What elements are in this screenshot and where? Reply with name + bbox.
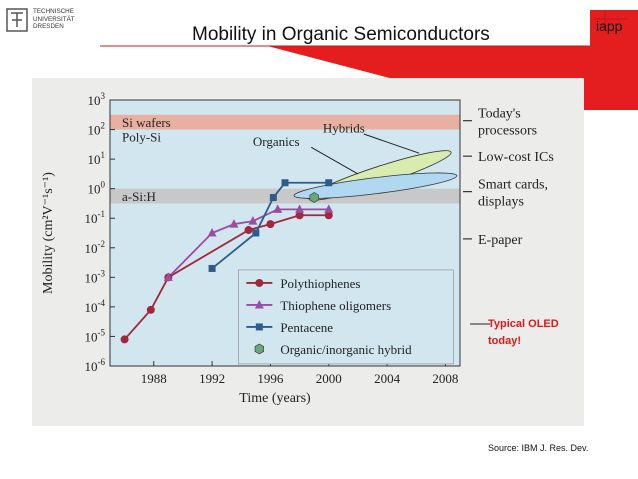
y-tick-base-8: 10 <box>85 329 98 344</box>
x-tick-label-2: 1996 <box>257 371 284 386</box>
right-label-0-0: Today's <box>478 107 521 122</box>
y-tick-exp-0: 3 <box>101 91 106 101</box>
iapp-logo-text: iapp <box>596 18 623 34</box>
y-tick-label-8: 10-5 <box>85 327 106 344</box>
series-0-point-1 <box>146 305 155 314</box>
y-tick-exp-8: -5 <box>98 327 106 337</box>
series-0-point-5 <box>295 211 304 220</box>
series-1-point-6 <box>324 204 334 213</box>
y-tick-exp-2: 1 <box>101 150 106 160</box>
legend-label-2: Pentacene <box>280 320 333 335</box>
y-axis-label: Mobility (cm²V⁻¹s⁻¹) <box>41 172 56 294</box>
y-tick-base-9: 10 <box>85 359 98 374</box>
x-tick-label-3: 2000 <box>316 371 342 386</box>
header-white-band <box>120 10 590 46</box>
logo-emblem <box>6 8 28 32</box>
y-tick-exp-1: 2 <box>101 121 106 131</box>
y-tick-base-7: 10 <box>85 300 98 315</box>
band-label-0: Si wafers <box>122 115 171 130</box>
plot-frame <box>109 99 461 367</box>
hybrids-label: Hybrids <box>323 121 365 136</box>
legend-marker-0 <box>255 278 264 287</box>
y-tick-label-1: 102 <box>88 121 106 138</box>
series-2-point-1 <box>252 229 260 237</box>
logo-text: TECHNISCHE UNIVERSITÄT DRESDEN <box>33 8 75 31</box>
legend-marker-3 <box>254 343 264 355</box>
series-0-point-3 <box>244 226 253 235</box>
series-2-point-2 <box>269 194 277 202</box>
y-tick-label-2: 101 <box>88 150 106 167</box>
y-tick-exp-7: -4 <box>98 298 106 308</box>
series-0-point-0 <box>120 335 129 344</box>
right-label-1-0: Low-cost ICs <box>478 150 554 165</box>
band-0 <box>110 114 460 130</box>
legend-label-0: Polythiophenes <box>280 276 360 291</box>
y-tick-exp-4: -1 <box>98 209 106 219</box>
y-tick-label-6: 10-3 <box>85 268 106 285</box>
y-tick-base-5: 10 <box>85 241 98 256</box>
x-tick-label-4: 2004 <box>374 371 401 386</box>
series-1-point-2 <box>229 219 239 228</box>
x-axis-label: Time (years) <box>239 391 311 406</box>
series-1-point-1 <box>207 228 217 237</box>
organics-pointer <box>311 146 359 175</box>
x-tick-label-0: 1988 <box>141 371 167 386</box>
y-tick-base-0: 10 <box>88 93 101 108</box>
callout-text-0: Typical OLED <box>488 318 559 330</box>
y-tick-label-3: 100 <box>88 180 106 197</box>
x-tick-label-5: 2008 <box>432 371 458 386</box>
y-tick-label-9: 10-6 <box>85 357 106 374</box>
series-0-point-6 <box>324 211 333 220</box>
organics-region <box>293 172 458 199</box>
legend-label-3: Organic/inorganic hybrid <box>280 342 412 357</box>
series-2-point-0 <box>208 264 216 272</box>
series-0-point-4 <box>266 220 275 229</box>
series-2-point-4 <box>325 179 333 187</box>
slide-title: Mobility in Organic Semiconductors <box>192 24 490 45</box>
organics-label: Organics <box>253 134 300 149</box>
logo-line-1: TECHNISCHE <box>33 8 74 15</box>
mobility-chart: Si wafersPoly-Sia-Si:HHybridsOrganics103… <box>32 78 584 426</box>
legend-box <box>238 269 454 365</box>
iapp-logo-mark <box>594 11 628 27</box>
y-tick-label-7: 10-4 <box>85 298 106 315</box>
right-label-2-0: Smart cards, <box>478 178 548 193</box>
band-2 <box>110 188 460 204</box>
y-tick-exp-3: 0 <box>101 180 106 190</box>
right-label-0-1: processors <box>478 124 537 139</box>
series-3-point-0 <box>309 192 319 203</box>
y-tick-base-1: 10 <box>88 123 101 138</box>
y-tick-exp-6: -3 <box>98 268 106 278</box>
university-logo: TECHNISCHE UNIVERSITÄT DRESDEN <box>6 8 96 42</box>
series-1-point-0 <box>163 272 173 281</box>
y-tick-base-3: 10 <box>88 182 101 197</box>
y-tick-label-5: 10-2 <box>85 239 106 256</box>
right-label-2-1: displays <box>478 195 524 210</box>
logo-line-2: UNIVERSITÄT <box>33 15 75 23</box>
y-tick-label-4: 10-1 <box>85 209 106 226</box>
x-tick-label-1: 1992 <box>199 371 225 386</box>
hybrids-pointer <box>363 133 420 154</box>
callout-text-1: today! <box>488 335 521 347</box>
series-1-point-3 <box>248 216 258 225</box>
legend-label-1: Thiophene oligomers <box>280 298 391 313</box>
y-tick-exp-9: -6 <box>98 357 106 367</box>
legend-marker-1 <box>254 299 264 309</box>
series-1-point-4 <box>273 204 283 213</box>
band-label-1: Poly-Si <box>122 129 161 144</box>
source-note: Source: IBM J. Res. Dev. <box>488 443 589 453</box>
logo-line-3: DRESDEN <box>33 23 64 31</box>
y-tick-base-4: 10 <box>85 211 98 226</box>
y-tick-base-2: 10 <box>88 152 101 167</box>
y-tick-base-6: 10 <box>85 270 98 285</box>
legend-marker-2 <box>255 323 263 331</box>
series-1-point-5 <box>295 204 305 213</box>
right-label-3-0: E-paper <box>478 233 523 248</box>
band-label-2: a-Si:H <box>122 189 156 204</box>
y-tick-exp-5: -2 <box>98 239 106 249</box>
series-2-point-3 <box>281 179 289 187</box>
y-tick-label-0: 103 <box>88 91 106 108</box>
